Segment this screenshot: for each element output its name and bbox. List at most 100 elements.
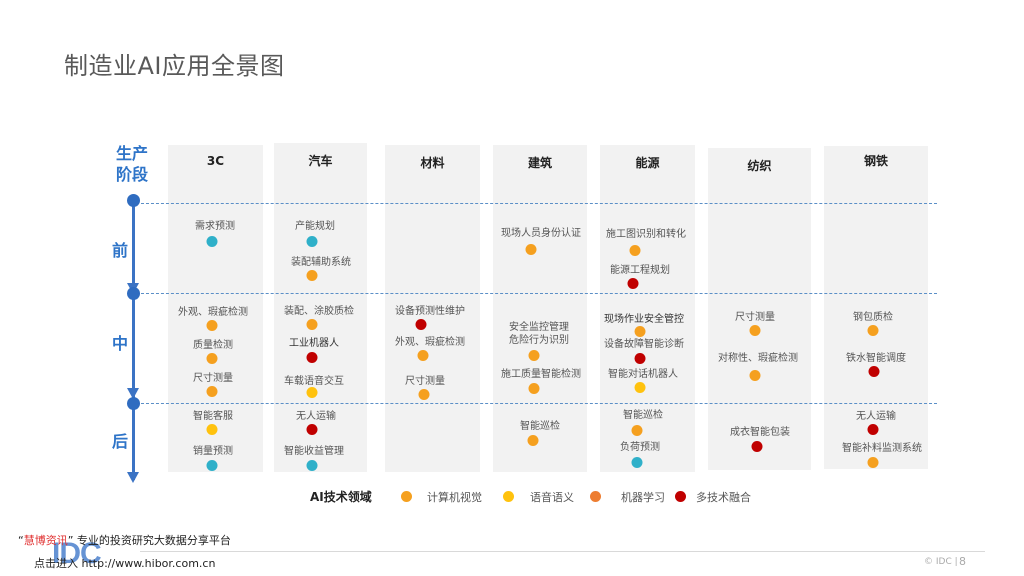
timeline-axis <box>132 200 135 480</box>
list-item: 施工质量智能检测 <box>501 369 581 380</box>
column-header: 材料 <box>420 156 445 170</box>
ai-tech-dot <box>528 383 540 394</box>
legend-dot-multi <box>675 491 686 502</box>
ai-tech-dot <box>631 457 643 468</box>
watermark-link[interactable]: 点击进入 http://www.hibor.com.cn <box>34 557 216 570</box>
list-item: 装配辅助系统 <box>291 257 351 268</box>
column-header: 建筑 <box>527 156 552 170</box>
timeline-node-mid <box>127 287 140 300</box>
page-number: 8 <box>959 555 966 568</box>
ai-tech-dot <box>206 386 218 397</box>
column-header: 能源 <box>635 156 660 170</box>
list-item: 产能规划 <box>295 221 335 232</box>
ai-tech-dot <box>306 352 318 363</box>
ai-tech-dot <box>528 350 540 361</box>
ai-tech-dot <box>418 389 430 400</box>
legend-label-cv: 计算机视觉 <box>427 491 482 504</box>
list-item: 智能客服 <box>193 411 233 422</box>
list-item: 对称性、瑕疵检测 <box>718 353 798 364</box>
ai-tech-dot <box>749 325 761 336</box>
legend-dot-ml <box>590 491 601 502</box>
list-item: 尺寸测量 <box>735 312 775 323</box>
list-item: 钢包质检 <box>853 312 893 323</box>
watermark-tagline: 专业的投资研究大数据分享平台 <box>76 534 231 547</box>
ai-tech-dot <box>306 270 318 281</box>
list-item: 设备预测性维护 <box>395 306 465 317</box>
column-3c: 3C <box>168 145 263 472</box>
legend-dot-cv <box>401 491 412 502</box>
list-item: 质量检测 <box>193 340 233 351</box>
list-item: 施工图识别和转化 <box>606 229 686 240</box>
column-auto: 汽车 <box>274 143 367 472</box>
list-item: 尺寸测量 <box>193 373 233 384</box>
ai-tech-dot <box>206 424 218 435</box>
idc-logo: IDC <box>52 537 102 570</box>
ai-tech-dot <box>525 244 537 255</box>
legend-dot-speech <box>503 491 514 502</box>
ai-tech-dot <box>867 325 879 336</box>
list-item: 铁水智能调度 <box>846 353 906 364</box>
ai-tech-dot <box>306 424 318 435</box>
column-textile: 纺织 <box>708 148 811 470</box>
stage-label-mid: 中 <box>111 334 128 353</box>
stage-divider <box>141 203 937 204</box>
ai-tech-dot <box>749 370 761 381</box>
column-header: 汽车 <box>308 154 333 168</box>
ai-tech-dot <box>206 353 218 364</box>
list-item: 智能巡检 <box>623 410 663 421</box>
ai-tech-dot <box>867 424 879 435</box>
stage-divider <box>141 403 937 404</box>
ai-tech-dot <box>306 319 318 330</box>
list-item: 外观、瑕疵检测 <box>395 337 465 348</box>
list-item: 智能对话机器人 <box>608 369 678 380</box>
ai-tech-dot <box>634 353 646 364</box>
list-item: 设备故障智能诊断 <box>604 339 684 350</box>
legend-label-multi: 多技术融合 <box>696 491 751 504</box>
ai-tech-dot <box>634 326 646 337</box>
timeline-node-late <box>127 397 140 410</box>
watermark-line1: “慧博资讯” 专业的投资研究大数据分享平台 <box>18 534 231 547</box>
list-item: 需求预测 <box>195 221 235 232</box>
column-header: 3C <box>206 154 225 168</box>
list-item: 安全监控管理 <box>509 322 569 333</box>
ai-tech-dot <box>867 457 879 468</box>
list-item: 现场作业安全管控 <box>604 314 684 325</box>
list-item: 尺寸测量 <box>405 376 445 387</box>
ai-tech-dot <box>306 236 318 247</box>
list-item: 危险行为识别 <box>509 335 569 346</box>
watermark-brand[interactable]: 慧博资讯 <box>23 534 68 547</box>
timeline-node-start <box>127 194 140 207</box>
list-item: 无人运输 <box>856 411 896 422</box>
list-item: 智能收益管理 <box>284 446 344 457</box>
column-header: 纺织 <box>747 159 772 173</box>
list-item: 装配、涂胶质检 <box>284 306 354 317</box>
ai-tech-dot <box>634 382 646 393</box>
stage-label-post: 后 <box>111 432 128 451</box>
ai-tech-dot <box>306 460 318 471</box>
column-header: 钢铁 <box>863 154 888 168</box>
list-item: 智能巡检 <box>520 421 560 432</box>
stage-header-text: 生产阶段 <box>115 144 148 184</box>
column-energy: 能源 <box>600 145 695 472</box>
legend-label-speech: 语音语义 <box>530 491 574 504</box>
list-item: 成衣智能包装 <box>730 427 790 438</box>
ai-tech-dot <box>627 278 639 289</box>
column-construction: 建筑 <box>493 145 587 472</box>
ai-tech-dot <box>629 245 641 256</box>
ai-tech-dot <box>206 236 218 247</box>
arrow-down-icon <box>127 388 139 399</box>
list-item: 能源工程规划 <box>610 265 670 276</box>
column-materials: 材料 <box>385 145 480 472</box>
ai-tech-dot <box>206 320 218 331</box>
list-item: 无人运输 <box>296 411 336 422</box>
legend-title: AI技术领域 <box>310 490 372 504</box>
legend-label-ml: 机器学习 <box>621 491 665 504</box>
list-item: 外观、瑕疵检测 <box>178 307 248 318</box>
footer-copyright: © IDC | <box>924 557 958 567</box>
footer-divider <box>140 551 985 552</box>
list-item: 工业机器人 <box>289 338 339 349</box>
list-item: 现场人员身份认证 <box>501 228 581 239</box>
ai-tech-dot <box>527 435 539 446</box>
stage-label-pre: 前 <box>111 241 128 260</box>
list-item: 智能补料监测系统 <box>842 443 922 454</box>
